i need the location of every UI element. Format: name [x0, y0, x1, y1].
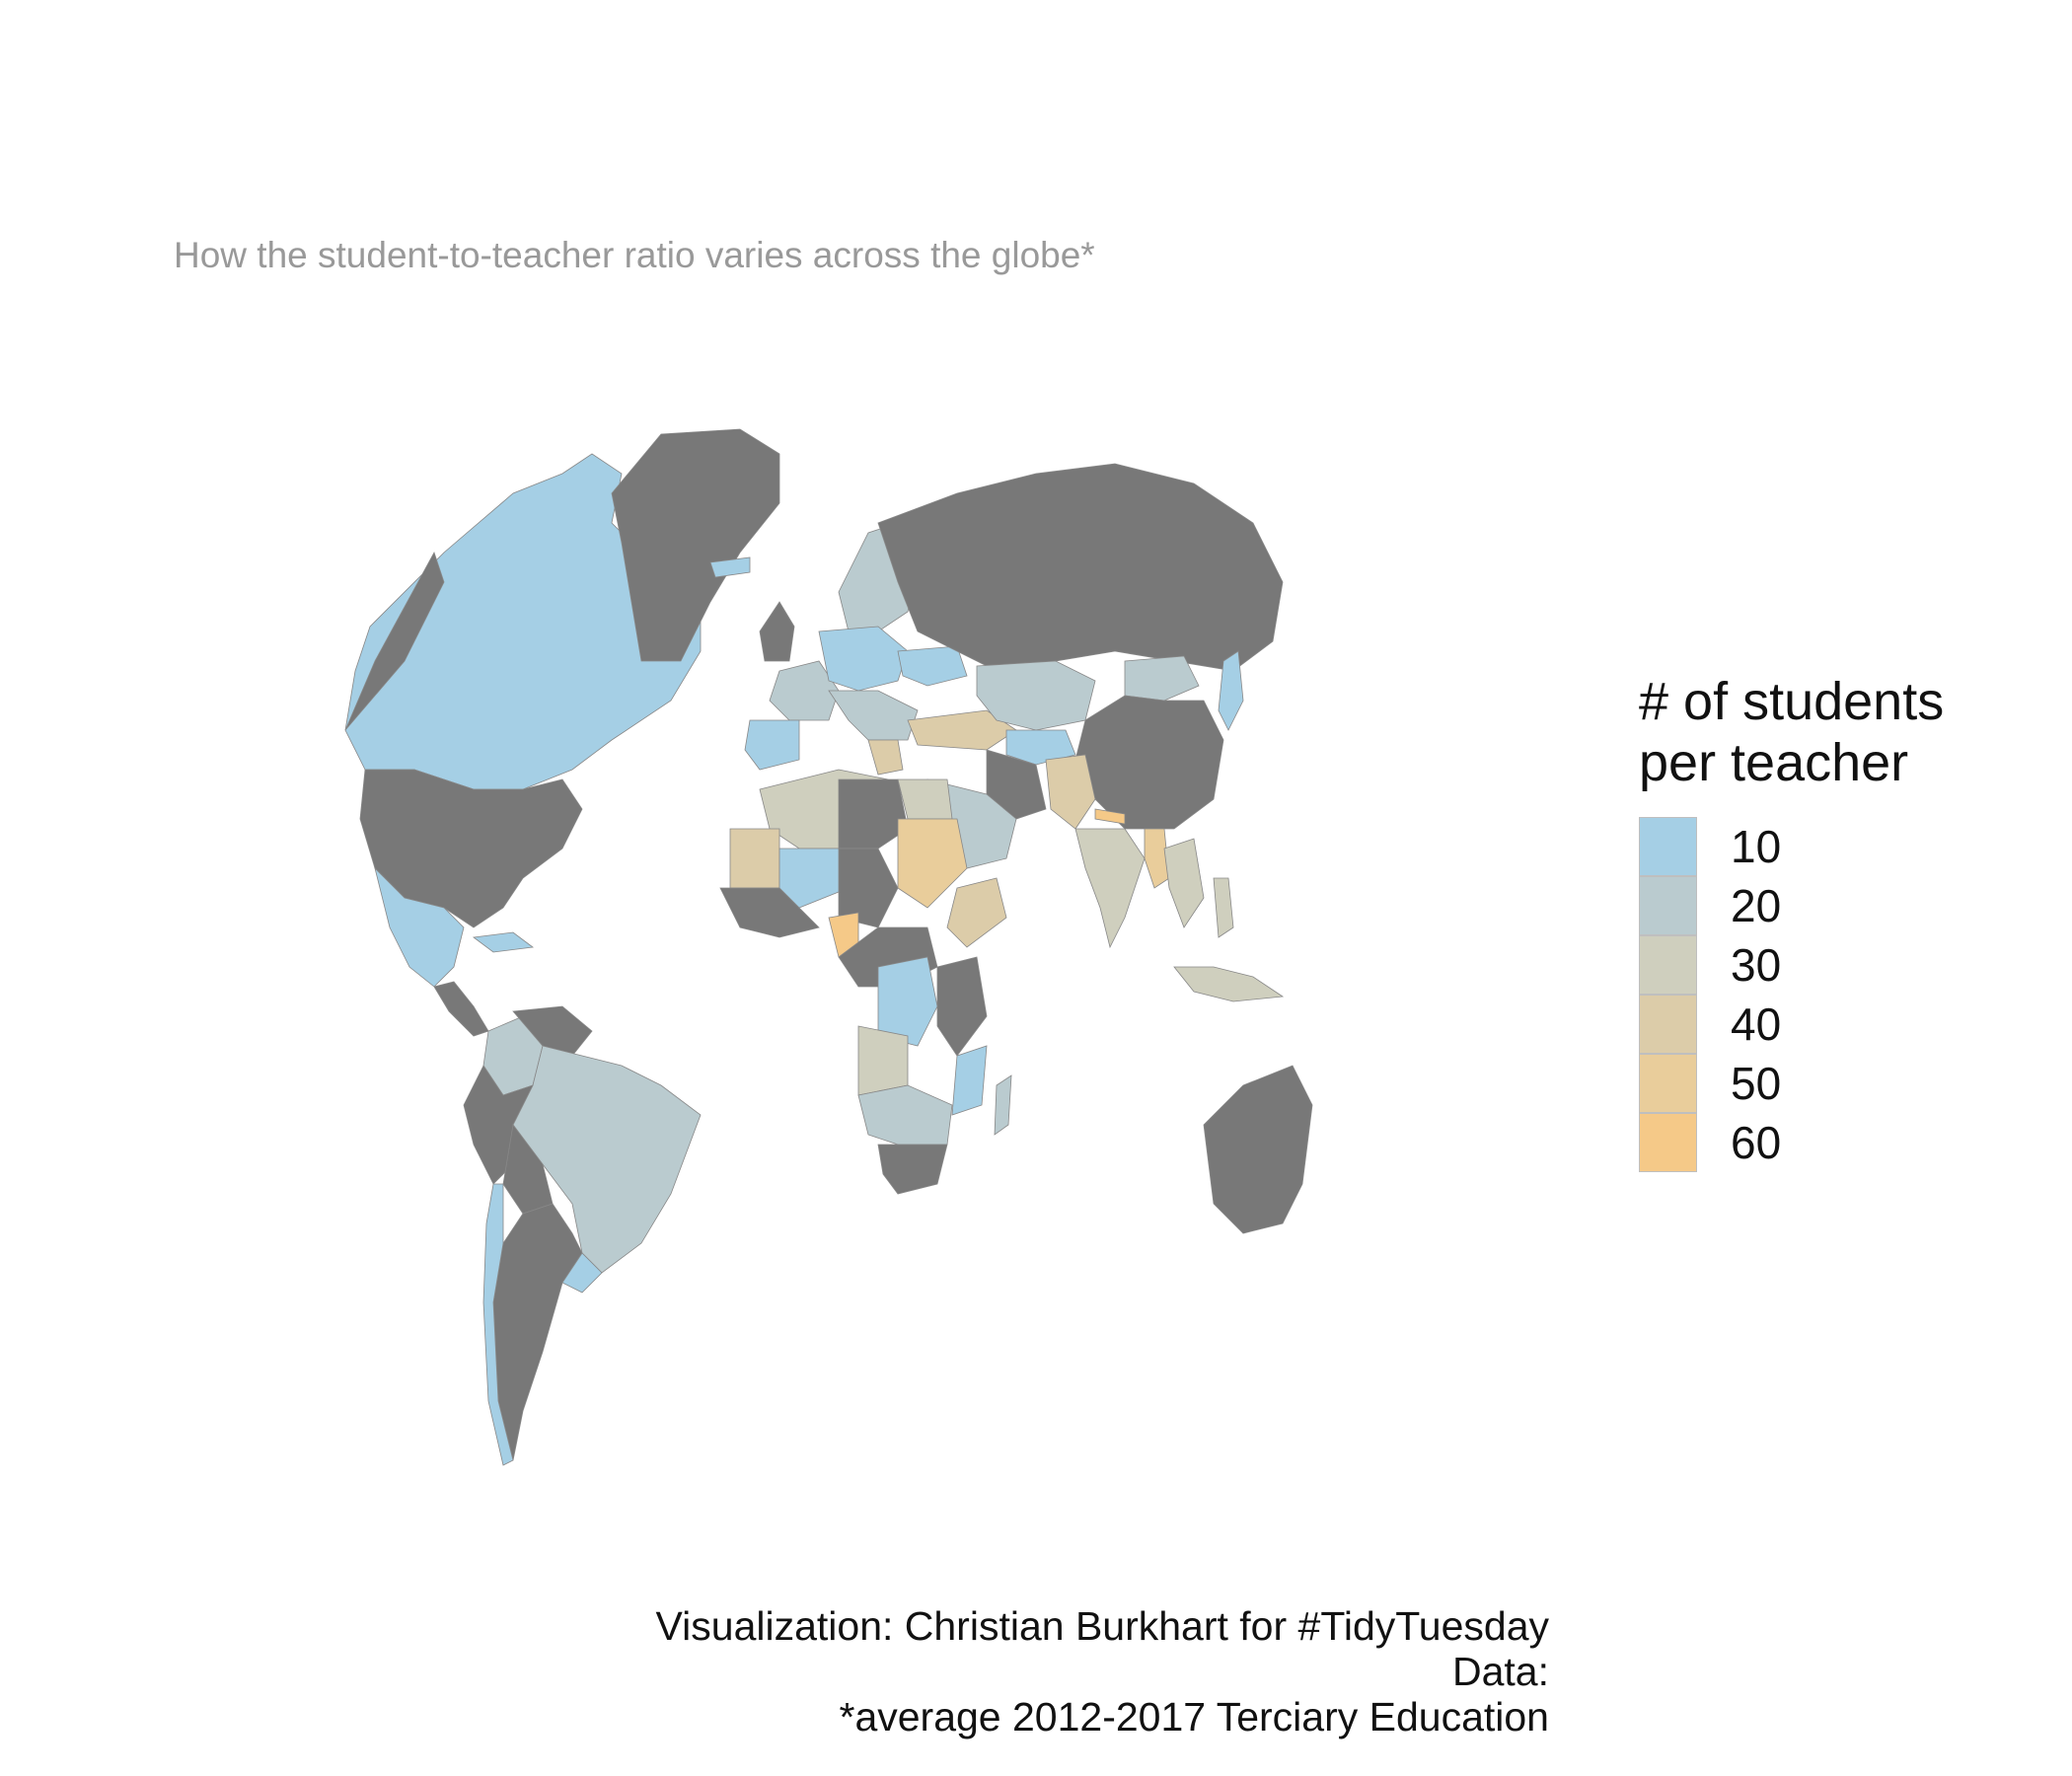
- country-south-africa: [877, 1144, 948, 1195]
- country-sudan: [897, 818, 968, 909]
- legend: # of students per teacher 10 20 30 40 50…: [1639, 671, 2053, 1172]
- country-alaska: [344, 552, 445, 731]
- legend-swatch: [1639, 995, 1697, 1054]
- country-russia: [877, 463, 1284, 672]
- country-southern-africa-north: [857, 1084, 953, 1146]
- map-subtitle: How the student-to-teacher ratio varies …: [174, 235, 1095, 275]
- country-mozambique: [951, 1045, 988, 1116]
- country-nepal: [1094, 808, 1126, 825]
- caption: Visualization: Christian Burkhart for #T…: [656, 1603, 1549, 1739]
- legend-swatch: [1639, 876, 1697, 935]
- legend-title-line2: per teacher: [1639, 733, 1909, 792]
- country-east-africa: [936, 956, 988, 1057]
- country-southeast-asia: [1163, 838, 1205, 928]
- country-angola: [857, 1025, 909, 1096]
- country-cuba: [472, 931, 535, 953]
- country-kazakhstan: [976, 660, 1096, 731]
- caption-line2: Data:: [1452, 1649, 1549, 1694]
- caption-line3: *average 2012-2017 Terciary Education: [839, 1694, 1549, 1739]
- caption-line1: Visualization: Christian Burkhart for #T…: [655, 1603, 1549, 1649]
- country-myanmar: [1144, 828, 1170, 889]
- country-india: [1074, 828, 1146, 949]
- country-greenland: [611, 428, 780, 662]
- country-chile: [482, 1183, 514, 1466]
- legend-title: # of students per teacher: [1639, 671, 2053, 793]
- country-uruguay: [561, 1252, 603, 1294]
- country-mauritania: [729, 828, 780, 889]
- legend-title-line1: # of students: [1639, 672, 1945, 731]
- country-chad: [838, 848, 899, 928]
- legend-label: 30: [1731, 939, 1782, 991]
- legend-swatch: [1639, 935, 1697, 995]
- country-spain: [744, 719, 800, 771]
- country-turkey: [907, 709, 1017, 751]
- country-greece: [867, 739, 904, 776]
- country-uk: [759, 601, 795, 662]
- country-egypt: [897, 778, 953, 820]
- country-france: [769, 660, 840, 721]
- country-ukraine: [897, 645, 968, 687]
- legend-item: 30: [1639, 935, 2053, 995]
- country-ethiopia: [946, 877, 1007, 948]
- legend-swatch: [1639, 1113, 1697, 1172]
- legend-label: 50: [1731, 1058, 1782, 1109]
- country-madagascar: [994, 1074, 1012, 1136]
- legend-item: 50: [1639, 1054, 2053, 1113]
- country-argentina: [492, 1203, 583, 1461]
- legend-swatch: [1639, 817, 1697, 876]
- country-afghanistan-pakistan: [1045, 754, 1096, 830]
- legend-item: 60: [1639, 1113, 2053, 1172]
- country-china: [1074, 695, 1224, 830]
- country-mali-niger: [778, 848, 850, 909]
- country-central-europe: [818, 626, 909, 692]
- legend-list: 10 20 30 40 50 60: [1639, 817, 2053, 1172]
- country-philippines: [1213, 877, 1234, 938]
- legend-label: 10: [1731, 821, 1782, 872]
- legend-item: 20: [1639, 876, 2053, 935]
- country-iran: [986, 749, 1047, 820]
- country-mexico: [374, 866, 465, 988]
- world-map: [344, 428, 1313, 1466]
- legend-label: 40: [1731, 999, 1782, 1050]
- legend-item: 40: [1639, 995, 2053, 1054]
- country-venezuela: [512, 1005, 593, 1057]
- country-italy-balkans: [828, 690, 919, 741]
- country-australia: [1203, 1065, 1313, 1234]
- country-iceland: [709, 556, 751, 578]
- country-japan: [1218, 650, 1244, 731]
- country-west-africa: [719, 887, 820, 938]
- legend-item: 10: [1639, 817, 2053, 876]
- country-central-america: [433, 981, 489, 1037]
- country-drc: [877, 956, 938, 1047]
- country-mongolia: [1124, 655, 1200, 702]
- country-libya: [838, 778, 909, 850]
- legend-label: 60: [1731, 1117, 1782, 1168]
- legend-swatch: [1639, 1054, 1697, 1113]
- country-indonesia: [1173, 966, 1285, 1002]
- legend-label: 20: [1731, 880, 1782, 931]
